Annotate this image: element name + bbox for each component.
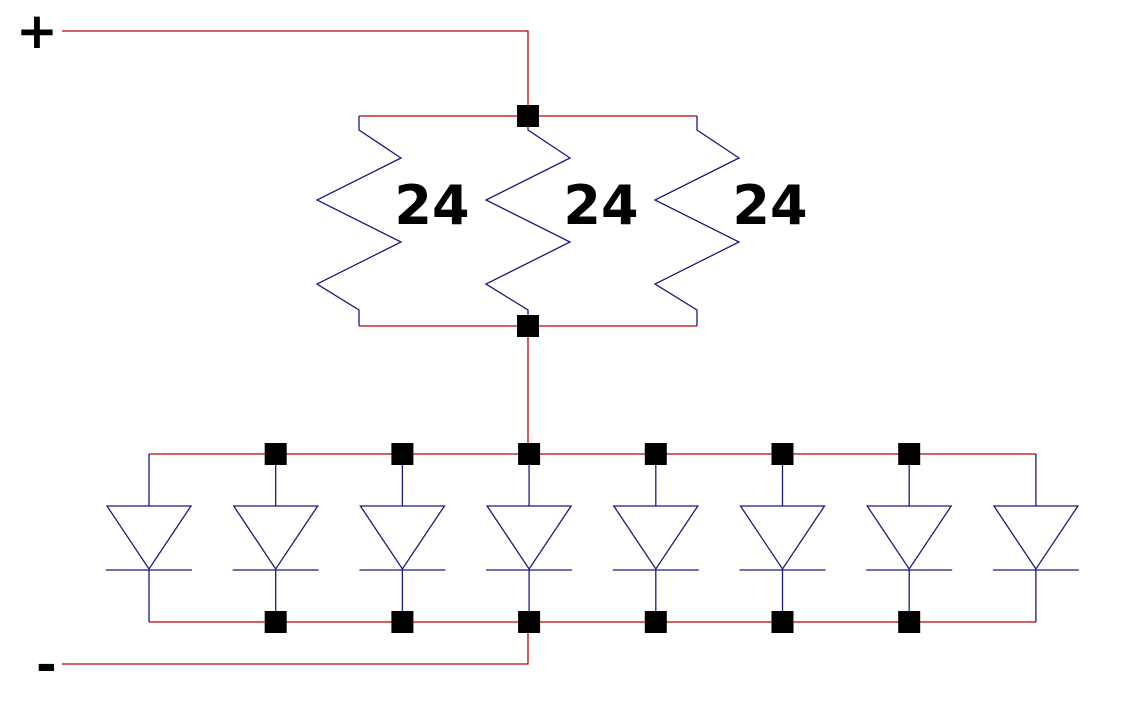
resistor-2: [484, 116, 572, 326]
junction-node: [898, 443, 921, 465]
junction-node: [771, 611, 794, 633]
junction-node: [264, 611, 287, 633]
resistor-3: [653, 116, 741, 326]
resistor-2-value-label: 24: [563, 174, 638, 237]
junction-node: [518, 611, 541, 633]
diode-8: [992, 454, 1080, 622]
junction-node: [264, 443, 287, 465]
junction-node: [391, 611, 414, 633]
negative-terminal-label: -: [36, 636, 57, 694]
wire-negative-feed: [62, 622, 529, 665]
diode-triangle: [992, 505, 1080, 571]
diode-group: [105, 454, 1080, 622]
diode-1: [105, 454, 193, 622]
diode-4: [485, 454, 573, 622]
junction-node: [771, 443, 794, 465]
resistor-label-group: 24 24 24: [394, 174, 807, 237]
diode-6: [739, 454, 826, 622]
resistor-group: [315, 116, 741, 326]
diode-triangle: [105, 505, 193, 571]
junction-node: [517, 315, 539, 337]
junction-node: [518, 443, 541, 465]
junction-node: [391, 443, 414, 465]
diode-triangle: [359, 505, 446, 571]
diode-2: [232, 454, 319, 622]
diode-triangle: [739, 505, 826, 571]
diode-3: [359, 454, 446, 622]
diode-5: [612, 454, 700, 622]
diode-triangle: [612, 505, 700, 571]
wire-positive-feed: [62, 30, 529, 116]
diode-triangle: [865, 505, 953, 571]
positive-terminal-label: +: [16, 2, 58, 60]
resistor-1: [315, 116, 403, 326]
resistor-1-value-label: 24: [394, 174, 469, 237]
diode-triangle: [232, 505, 319, 571]
junction-node: [517, 105, 539, 127]
wires: [62, 30, 1036, 665]
junction-node: [644, 443, 667, 465]
junction-group: [264, 105, 921, 633]
junction-node: [898, 611, 921, 633]
diode-triangle: [485, 505, 573, 571]
junction-node: [644, 611, 667, 633]
resistor-3-value-label: 24: [732, 174, 807, 237]
diode-7: [865, 454, 953, 622]
